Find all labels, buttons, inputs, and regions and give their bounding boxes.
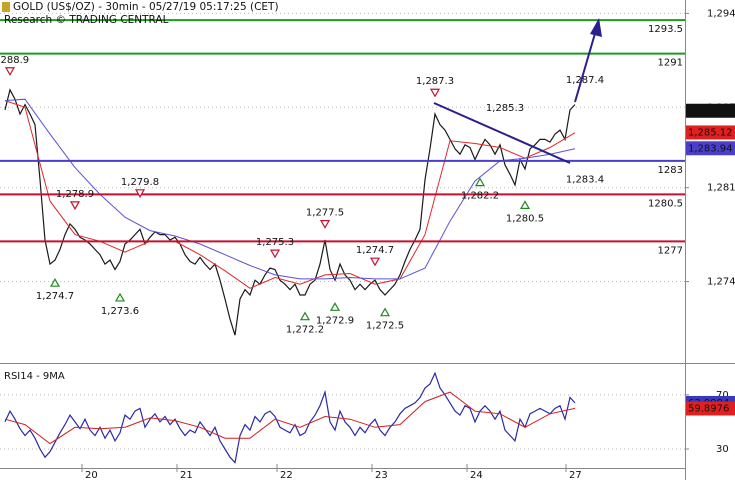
swing-label: 1,282.2 bbox=[461, 191, 499, 202]
series-line bbox=[4, 98, 576, 280]
swing-label: 1,287.3 bbox=[416, 76, 454, 87]
swing-marker bbox=[369, 257, 381, 267]
y-tick-label: 1,281 bbox=[707, 183, 735, 194]
swing-label: 1,273.6 bbox=[101, 306, 139, 317]
swing-label: 1,285.3 bbox=[486, 103, 524, 114]
swing-marker bbox=[69, 201, 81, 211]
quote-box bbox=[686, 103, 735, 118]
level-label: 1283 bbox=[658, 165, 683, 176]
gold-icon bbox=[2, 2, 10, 12]
trendline bbox=[433, 102, 571, 164]
quote-label: 1,286.74 bbox=[688, 106, 733, 117]
swing-label: 1,283.4 bbox=[566, 175, 604, 186]
swing-label: 1,272.2 bbox=[286, 325, 324, 336]
x-tick-label: 23 bbox=[375, 470, 388, 480]
chart-title: GOLD (US$/OZ) - 30min - 05/27/19 05:17:2… bbox=[13, 1, 279, 13]
rsi-title: RSI14 - 9MA bbox=[4, 371, 65, 382]
y-tick-label: 30 bbox=[716, 444, 729, 455]
swing-marker bbox=[319, 220, 331, 229]
series-line bbox=[4, 88, 576, 336]
series-line bbox=[4, 391, 576, 445]
swing-label: 1,279.8 bbox=[121, 177, 159, 188]
quote-box bbox=[686, 141, 735, 156]
swing-marker bbox=[429, 88, 441, 98]
swing-marker bbox=[269, 249, 281, 259]
x-tick-label: 22 bbox=[280, 470, 293, 480]
quote-box bbox=[686, 401, 735, 416]
swing-marker bbox=[49, 277, 61, 287]
x-tick-label: 21 bbox=[180, 470, 193, 480]
plot-layer: 1,2941,2871,2811,2742021222324271293.512… bbox=[0, 8, 735, 480]
level-label: 1293.5 bbox=[648, 24, 683, 35]
quote-label: 1,283.94 bbox=[688, 143, 733, 154]
y-tick-label: 1,274 bbox=[707, 277, 735, 288]
chart-subtitle: Research © TRADING CENTRAL bbox=[4, 14, 169, 26]
x-tick-label: 27 bbox=[569, 470, 582, 480]
quote-box bbox=[686, 125, 735, 140]
swing-label: 1,272.5 bbox=[366, 321, 404, 332]
x-tick-label: 24 bbox=[470, 470, 483, 480]
level-label: 1277 bbox=[658, 245, 683, 256]
panel bbox=[0, 371, 685, 464]
level-label: 1291 bbox=[658, 58, 683, 69]
y-tick-label: 70 bbox=[716, 390, 729, 401]
series-line bbox=[4, 100, 576, 289]
swing-marker bbox=[329, 302, 341, 311]
quote-label: 1,285.12 bbox=[688, 127, 733, 138]
level-label: 1280.5 bbox=[648, 198, 683, 209]
swing-label: 1,272.9 bbox=[316, 315, 354, 326]
swing-marker bbox=[114, 292, 126, 302]
swing-label: 1,274.7 bbox=[356, 245, 394, 256]
x-tick-label: 20 bbox=[85, 470, 98, 480]
arrow-head bbox=[590, 18, 602, 37]
swing-marker bbox=[134, 189, 146, 199]
series-line bbox=[4, 371, 576, 464]
swing-marker bbox=[379, 307, 391, 317]
swing-label: 1,278.9 bbox=[56, 189, 94, 200]
swing-label: 1,277.5 bbox=[306, 208, 344, 219]
y-tick-label: 1,294 bbox=[707, 8, 735, 19]
quote-label: 59.8976 bbox=[688, 404, 729, 415]
swing-label: 1,275.3 bbox=[256, 237, 294, 248]
arrow-shaft bbox=[574, 29, 597, 103]
swing-marker bbox=[519, 200, 531, 210]
swing-label: 1,280.5 bbox=[506, 213, 544, 224]
panel bbox=[0, 12, 685, 336]
swing-label: 1,287.4 bbox=[566, 75, 604, 86]
swing-label: 1,274.7 bbox=[36, 291, 74, 302]
swing-marker bbox=[4, 67, 16, 76]
swing-label: 1,288.9 bbox=[0, 55, 29, 66]
swing-marker bbox=[474, 177, 486, 187]
swing-marker bbox=[299, 311, 311, 321]
